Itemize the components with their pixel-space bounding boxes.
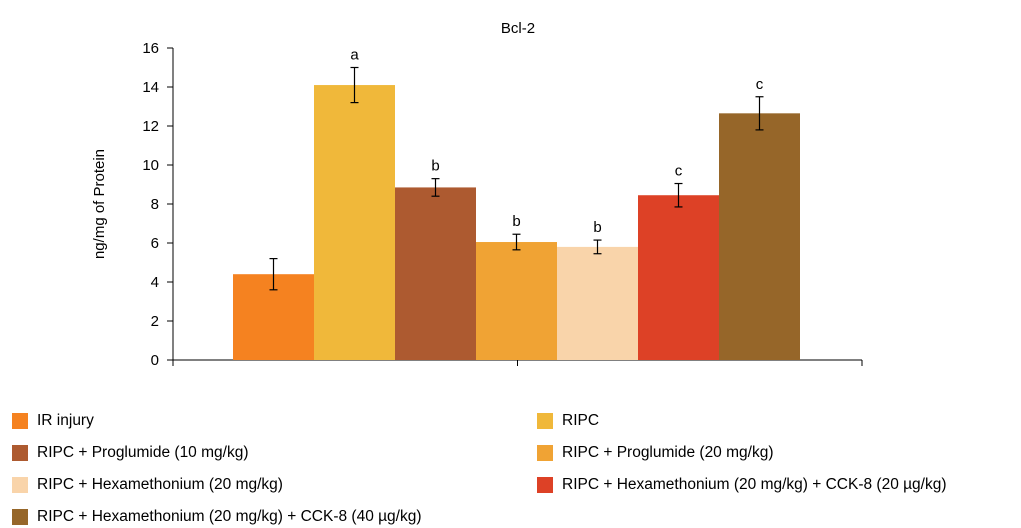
significance-letter: b [512, 213, 520, 230]
error-bar [350, 66, 359, 104]
legend-label: RIPC + Proglumide (10 mg/kg) [37, 444, 249, 461]
legend-swatch [537, 477, 553, 493]
bar [638, 195, 719, 360]
significance-letter: b [431, 158, 439, 175]
error-bar [431, 178, 440, 197]
legend-label: RIPC [562, 412, 600, 429]
legend-swatch [12, 445, 28, 461]
bar [719, 113, 800, 360]
bar [557, 246, 638, 360]
y-tick-label: 0 [151, 352, 159, 369]
y-tick-label: 10 [142, 157, 159, 174]
y-tick-label: 4 [151, 274, 159, 291]
legend-label: IR injury [37, 412, 94, 429]
legend-swatch [12, 509, 28, 525]
legend-item: RIPC [537, 410, 599, 432]
legend-item: RIPC + Hexamethonium (20 mg/kg) [12, 474, 283, 496]
legend-item: RIPC + Hexamethonium (20 mg/kg) + CCK-8 … [12, 506, 422, 528]
y-axis-label: ng/mg of Protein [91, 149, 108, 259]
significance-letter: c [675, 163, 683, 180]
y-tick-label: 16 [142, 40, 159, 57]
bar [314, 85, 395, 361]
legend-swatch [537, 445, 553, 461]
bar-chart: Bcl-2 ng/mg of Protein 0 2 4 6 8 10 12 14 16 a b b… [91, 20, 863, 369]
legend-label: RIPC + Hexamethonium (20 mg/kg) + CCK-8 … [37, 508, 422, 525]
legend-item: RIPC + Proglumide (20 mg/kg) [537, 442, 773, 464]
legend-swatch [537, 413, 553, 429]
chart-title: Bcl-2 [501, 20, 535, 37]
y-tick-label: 2 [151, 313, 159, 330]
significance-letter: a [350, 47, 359, 64]
error-bar [755, 96, 764, 131]
legend-swatch [12, 477, 28, 493]
significance-letter: b [593, 219, 601, 236]
legend-item: RIPC + Hexamethonium (20 mg/kg) + CCK-8 … [537, 474, 947, 496]
legend-label: RIPC + Proglumide (20 mg/kg) [562, 444, 774, 461]
legend-item: IR injury [12, 410, 94, 432]
legend-swatch [12, 413, 28, 429]
bar [476, 242, 557, 360]
y-tick-label: 6 [151, 235, 159, 252]
error-bar [512, 233, 521, 251]
bar [395, 187, 476, 360]
error-bar [593, 239, 602, 255]
y-tick-label: 8 [151, 196, 159, 213]
y-tick-label: 14 [142, 79, 159, 96]
error-bar [269, 258, 278, 291]
legend-label: RIPC + Hexamethonium (20 mg/kg) [37, 476, 283, 493]
significance-letter: c [756, 76, 764, 93]
y-tick-label: 12 [142, 118, 159, 135]
legend: IR injury RIPC RIPC + Proglumide (10 mg/kg… [12, 410, 1021, 528]
legend-label: RIPC + Hexamethonium (20 mg/kg) + CCK-8 … [562, 476, 947, 493]
error-bar [674, 182, 683, 208]
legend-item: RIPC + Proglumide (10 mg/kg) [12, 442, 248, 464]
